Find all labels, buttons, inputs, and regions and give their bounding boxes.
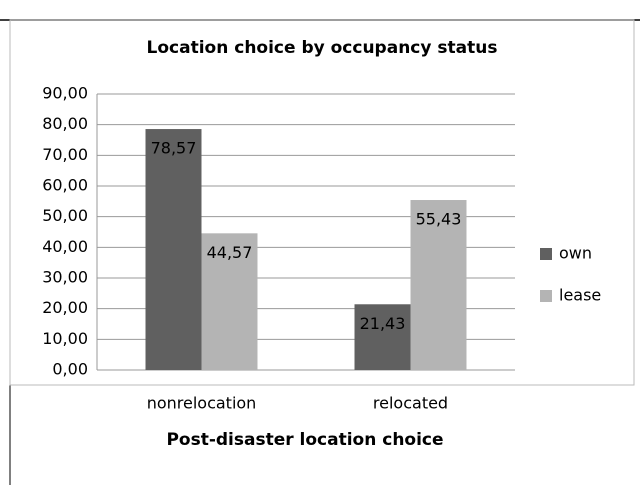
- y-tick-label: 60,00: [42, 176, 88, 195]
- bar: [201, 233, 258, 370]
- x-tick-label: nonrelocation: [147, 394, 257, 413]
- legend-swatch: [540, 248, 552, 260]
- y-tick-label: 90,00: [42, 84, 88, 103]
- bar: [410, 200, 467, 370]
- data-label: 78,57: [151, 139, 197, 158]
- y-tick-label: 30,00: [42, 268, 88, 287]
- data-label: 55,43: [416, 210, 462, 229]
- legend-label: lease: [559, 286, 601, 305]
- bar: [354, 304, 411, 370]
- y-tick-label: 70,00: [42, 145, 88, 164]
- legend-label: own: [559, 244, 592, 263]
- y-tick-label: 80,00: [42, 114, 88, 133]
- legend-swatch: [540, 290, 552, 302]
- data-label: 44,57: [207, 243, 253, 262]
- chart-border: [9, 19, 635, 386]
- y-tick-label: 40,00: [42, 237, 88, 256]
- x-axis-title: Post-disaster location choice: [166, 430, 443, 450]
- y-tick-label: 0,00: [52, 360, 88, 379]
- y-tick-label: 20,00: [42, 298, 88, 317]
- y-tick-label: 10,00: [42, 329, 88, 348]
- y-tick-label: 50,00: [42, 206, 88, 225]
- x-tick-label: relocated: [373, 394, 448, 413]
- bar: [145, 129, 202, 370]
- data-label: 21,43: [360, 314, 406, 333]
- chart-title: Location choice by occupancy status: [147, 38, 498, 58]
